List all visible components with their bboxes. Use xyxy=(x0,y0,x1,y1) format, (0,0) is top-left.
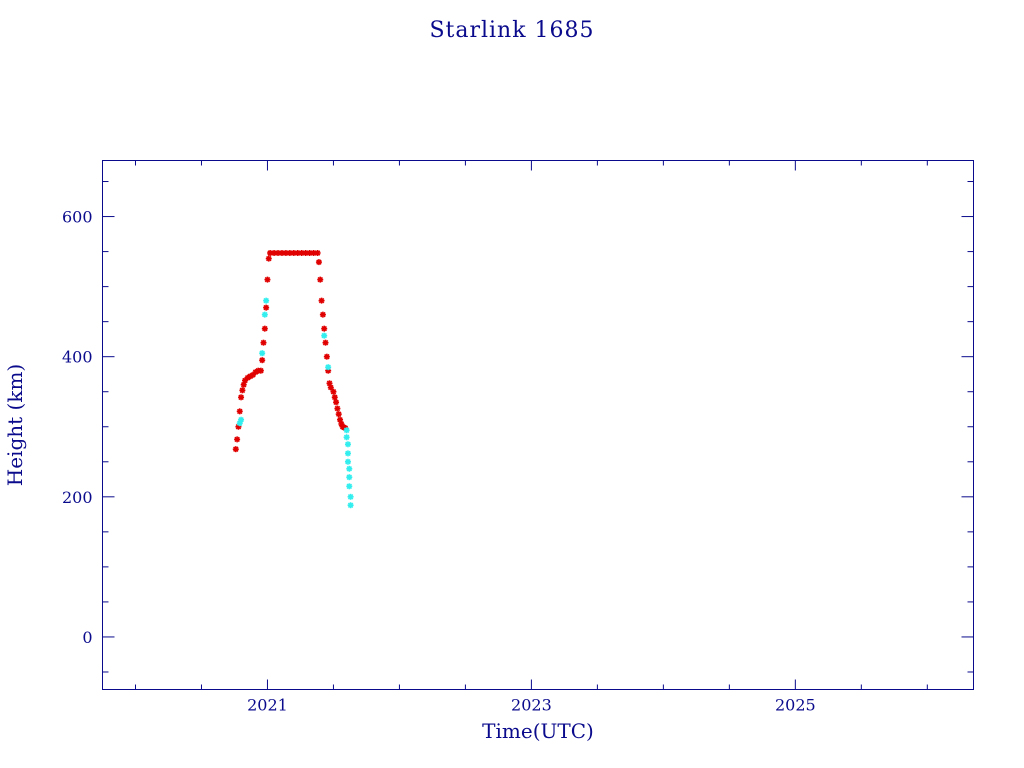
axis-tick-labels: 2021 2023 2025 0 200 400 600 xyxy=(62,208,816,715)
data-point xyxy=(347,493,354,500)
data-point xyxy=(347,502,354,509)
plot-frame xyxy=(102,160,974,690)
data-point xyxy=(238,416,245,423)
data-point xyxy=(344,441,351,448)
data-point xyxy=(322,339,329,346)
data-point xyxy=(325,364,332,371)
data-point xyxy=(330,388,337,395)
y-tick-label: 600 xyxy=(62,208,93,227)
data-point xyxy=(261,311,268,318)
data-point xyxy=(334,405,341,412)
data-point xyxy=(346,474,353,481)
axis-ticks xyxy=(102,160,974,690)
y-tick-label: 200 xyxy=(62,488,93,507)
y-axis-label: Height (km) xyxy=(3,364,27,486)
data-point xyxy=(317,276,324,283)
data-point xyxy=(259,350,266,357)
x-tick-label: 2021 xyxy=(247,696,288,715)
data-point xyxy=(265,255,272,262)
data-point xyxy=(344,458,351,465)
data-point xyxy=(259,357,266,364)
data-point xyxy=(318,297,325,304)
data-point xyxy=(264,276,271,283)
data-point xyxy=(260,339,267,346)
data-point xyxy=(261,325,268,332)
data-point xyxy=(335,411,342,418)
data-point xyxy=(327,384,334,391)
data-point xyxy=(239,387,246,394)
data-point xyxy=(343,427,350,434)
x-tick-label: 2025 xyxy=(775,696,816,715)
data-point xyxy=(319,311,326,318)
data-point xyxy=(321,332,328,339)
data-point xyxy=(343,434,350,441)
data-point xyxy=(333,399,340,406)
y-tick-label: 0 xyxy=(82,628,92,647)
data-point xyxy=(321,325,328,332)
x-tick-label: 2023 xyxy=(511,696,552,715)
data-point xyxy=(263,297,270,304)
data-point xyxy=(263,304,270,311)
data-point xyxy=(234,436,241,443)
chart-title: Starlink 1685 xyxy=(429,18,594,43)
data-point xyxy=(346,483,353,490)
data-point xyxy=(314,249,321,256)
data-point xyxy=(331,394,338,401)
data-points xyxy=(232,249,354,509)
x-axis-label: Time(UTC) xyxy=(482,719,594,743)
data-point xyxy=(257,367,264,374)
data-point xyxy=(238,394,245,401)
data-point xyxy=(232,446,239,453)
data-point xyxy=(236,408,243,415)
data-point xyxy=(346,465,353,472)
data-point xyxy=(323,353,330,360)
data-point xyxy=(315,259,322,266)
y-tick-label: 400 xyxy=(62,348,93,367)
data-point xyxy=(344,450,351,457)
